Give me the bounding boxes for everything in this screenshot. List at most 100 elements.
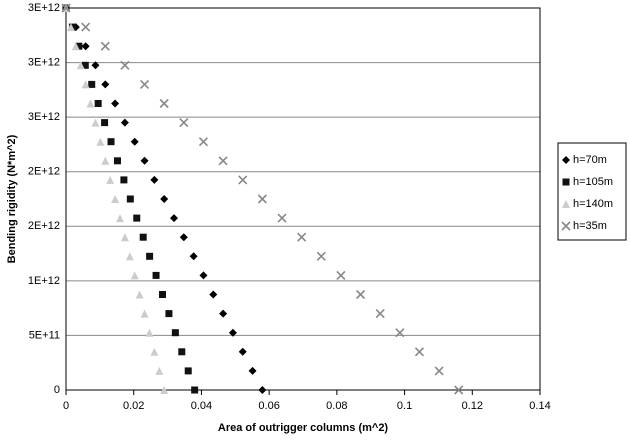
marker-square xyxy=(120,176,128,184)
marker-square xyxy=(165,310,173,318)
x-tick-label: 0.12 xyxy=(462,400,483,412)
x-tick-label: 0.06 xyxy=(258,400,279,412)
y-tick-label: 1E+12 xyxy=(28,275,60,287)
x-tick-label: 0.04 xyxy=(191,400,212,412)
marker-square xyxy=(126,195,134,203)
marker-square xyxy=(94,100,102,107)
y-tick-label: 3E+12 xyxy=(28,2,60,14)
marker-triangle xyxy=(145,328,154,337)
legend-box xyxy=(557,142,627,241)
marker-diamond xyxy=(258,386,267,394)
marker-diamond xyxy=(120,118,129,127)
y-tick-label: 5E+11 xyxy=(29,329,60,341)
legend-marker xyxy=(562,200,570,208)
marker-x xyxy=(81,22,91,32)
marker-x xyxy=(355,289,366,300)
marker-triangle xyxy=(160,386,169,394)
marker-square xyxy=(113,157,121,165)
legend-marker xyxy=(561,221,571,231)
marker-x xyxy=(336,270,346,280)
marker-square xyxy=(184,367,192,375)
marker-diamond xyxy=(238,347,247,356)
marker-triangle xyxy=(76,61,85,70)
marker-x xyxy=(159,98,169,109)
marker-x xyxy=(375,309,385,319)
marker-x xyxy=(139,79,150,89)
marker-triangle xyxy=(81,80,90,89)
marker-diamond xyxy=(209,290,218,299)
marker-triangle xyxy=(130,271,139,280)
marker-square xyxy=(101,119,109,127)
marker-square xyxy=(146,252,154,260)
marker-x xyxy=(257,194,267,204)
marker-diamond xyxy=(91,61,100,70)
y-tick-label: 3E+12 xyxy=(28,111,60,123)
marker-square xyxy=(191,386,199,394)
marker-triangle xyxy=(86,99,95,108)
marker-diamond xyxy=(189,252,198,261)
marker-x xyxy=(414,347,425,357)
x-tick-label: 0 xyxy=(63,400,69,412)
marker-diamond xyxy=(228,328,237,337)
marker-diamond xyxy=(179,233,188,242)
marker-diamond xyxy=(170,214,179,223)
marker-square xyxy=(75,42,83,50)
marker-x xyxy=(395,328,405,338)
x-axis-label: Area of outrigger columns (m^2) xyxy=(218,422,389,434)
legend-label: h=70m xyxy=(573,154,607,166)
legend-label: h=35m xyxy=(573,220,607,232)
legend-marker xyxy=(562,178,570,186)
marker-triangle xyxy=(101,156,110,165)
marker-triangle xyxy=(135,290,144,299)
y-tick-label: 3E+12 xyxy=(28,56,60,68)
plot-frame xyxy=(65,7,541,391)
marker-square xyxy=(81,61,89,69)
marker-diamond xyxy=(140,156,149,165)
marker-diamond xyxy=(150,175,159,184)
marker-x xyxy=(198,137,209,147)
x-tick-label: 0.08 xyxy=(326,400,347,412)
marker-x xyxy=(238,175,248,185)
marker-square xyxy=(178,348,186,356)
marker-triangle xyxy=(155,366,164,375)
marker-x xyxy=(434,366,444,376)
marker-diamond xyxy=(101,80,110,89)
y-tick-label: 0 xyxy=(54,384,60,396)
marker-x xyxy=(61,3,71,13)
marker-triangle xyxy=(91,118,100,127)
marker-x xyxy=(218,156,228,166)
marker-triangle xyxy=(125,252,134,261)
marker-triangle xyxy=(120,233,129,242)
marker-square xyxy=(88,80,96,88)
marker-x xyxy=(120,60,130,70)
marker-x xyxy=(316,251,326,261)
marker-triangle xyxy=(71,42,80,51)
marker-diamond xyxy=(111,99,120,108)
marker-triangle xyxy=(140,309,149,318)
marker-square xyxy=(158,291,166,298)
marker-triangle xyxy=(66,23,75,32)
marker-square xyxy=(139,233,147,241)
y-axis-label: Bending rigidity (N*m^2) xyxy=(6,134,18,263)
marker-x xyxy=(100,41,110,51)
marker-x xyxy=(277,213,287,223)
marker-triangle xyxy=(116,214,125,223)
marker-x xyxy=(179,118,189,128)
x-tick-label: 0.02 xyxy=(123,400,144,412)
x-tick-label: 0.1 xyxy=(397,400,412,412)
marker-triangle xyxy=(106,175,115,184)
marker-x xyxy=(454,385,464,395)
legend-marker xyxy=(562,156,570,164)
marker-diamond xyxy=(81,42,90,51)
marker-diamond xyxy=(248,366,257,375)
marker-x xyxy=(297,232,307,242)
marker-square xyxy=(171,329,179,337)
y-tick-label: 2E+12 xyxy=(28,166,60,178)
marker-triangle xyxy=(96,137,105,146)
marker-diamond xyxy=(160,195,169,203)
marker-square xyxy=(152,271,160,279)
x-tick-label: 0.14 xyxy=(529,400,550,412)
marker-triangle xyxy=(150,347,159,356)
marker-diamond xyxy=(199,271,208,280)
